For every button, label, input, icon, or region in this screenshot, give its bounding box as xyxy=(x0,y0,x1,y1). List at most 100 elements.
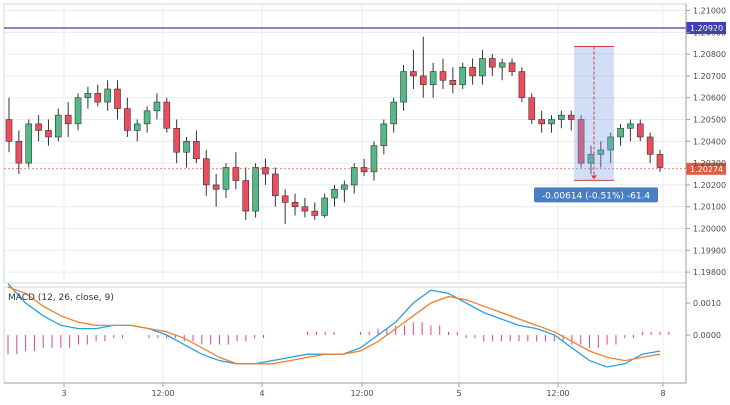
candle-body xyxy=(419,75,427,85)
candle-body xyxy=(222,167,230,190)
candle-body xyxy=(202,158,210,186)
candle-body xyxy=(370,145,378,173)
signal-line xyxy=(7,286,661,365)
measure-label: -0.00614 (-0.51%) -61.4 xyxy=(542,191,651,201)
candle-body xyxy=(291,202,299,208)
measure-arrow-head xyxy=(591,175,597,180)
candle-body xyxy=(173,127,180,153)
candle-body xyxy=(64,114,72,125)
last-price-label: 1.20274 xyxy=(690,165,723,174)
y-tick-label: 1.20700 xyxy=(693,72,726,81)
y-tick-label: 1.21000 xyxy=(693,7,726,16)
candle-body xyxy=(143,110,151,125)
macd-y-tick-label: 0.0010 xyxy=(693,299,721,308)
candle-body xyxy=(272,173,279,197)
candle-body xyxy=(656,154,664,168)
candle-body xyxy=(114,88,121,109)
y-tick-label: 1.20400 xyxy=(693,137,726,146)
candle-body xyxy=(242,180,250,212)
y-tick-label: 1.20100 xyxy=(693,203,726,212)
candle-body xyxy=(331,188,338,199)
x-tick-label: 5 xyxy=(456,389,461,398)
candle-body xyxy=(350,167,358,186)
candle-body xyxy=(617,127,624,138)
candle-body xyxy=(183,141,190,153)
candle-body xyxy=(104,88,111,103)
y-tick-label: 1.20300 xyxy=(693,159,726,168)
x-tick-label: 12:00 xyxy=(546,389,569,398)
candle-body xyxy=(360,167,368,173)
candle-body xyxy=(439,71,447,81)
candle-body xyxy=(153,101,161,112)
candle-body xyxy=(5,119,13,142)
candle-body xyxy=(469,66,476,77)
y-tick-label: 1.20600 xyxy=(693,94,726,103)
horizontal-line[interactable]: 1.20920 xyxy=(4,21,726,34)
y-tick-label: 1.20900 xyxy=(693,28,726,37)
y-tick-label: 1.20200 xyxy=(693,181,726,190)
candle-body xyxy=(45,130,52,138)
candle-body xyxy=(124,108,131,131)
candle-body xyxy=(646,136,654,155)
candle-body xyxy=(311,210,319,216)
candle-body xyxy=(252,167,259,212)
candle-body xyxy=(380,123,388,146)
candle-body xyxy=(390,101,397,125)
candle-body xyxy=(25,123,33,164)
candle-body xyxy=(15,141,23,164)
candle-body xyxy=(597,149,605,155)
candle-body xyxy=(232,167,240,181)
candle-body xyxy=(636,123,644,138)
candle-body xyxy=(538,119,545,125)
candle-body xyxy=(400,71,407,103)
candle-body xyxy=(489,58,496,68)
y-tick-label: 1.19900 xyxy=(693,246,726,255)
last-price-tag xyxy=(686,162,726,175)
y-tick-label: 1.20800 xyxy=(693,50,726,59)
time-axis[interactable]: 3 12:00 4 12:00 5 12:00 8 xyxy=(4,382,686,398)
candle-body xyxy=(74,97,82,125)
x-tick-label: 12:00 xyxy=(350,389,373,398)
candle-body xyxy=(35,123,42,131)
candle-body xyxy=(429,71,437,85)
y-tick-label: 1.19800 xyxy=(693,268,726,277)
measure-label-box xyxy=(534,187,658,203)
macd-title: MACD (12, 26, close, 9) xyxy=(8,293,114,303)
candle-body xyxy=(528,97,536,120)
candle-body xyxy=(193,141,200,160)
candle-body xyxy=(341,184,348,190)
x-tick-label: 12:00 xyxy=(151,389,174,398)
candle-body xyxy=(607,136,614,151)
candle-body xyxy=(301,206,309,212)
price-axis[interactable]: 1.21000 1.20900 1.20800 1.20700 1.20600 1.205… xyxy=(685,4,726,383)
candle-body xyxy=(548,119,555,125)
candle-body xyxy=(55,114,62,138)
candle-body xyxy=(498,62,506,68)
candle-body xyxy=(459,66,467,85)
measure-tool[interactable]: -0.00614 (-0.51%) -61.4 xyxy=(534,46,658,203)
candle-body xyxy=(84,93,92,99)
candle-body xyxy=(281,195,289,203)
x-tick-label: 4 xyxy=(259,389,264,398)
horizontal-line-label: 1.20920 xyxy=(690,24,723,33)
candle-body xyxy=(94,93,102,103)
candle-body xyxy=(508,62,516,72)
x-tick-label: 3 xyxy=(61,389,66,398)
macd-pane xyxy=(7,283,670,368)
candle-body xyxy=(577,119,585,164)
candle-body xyxy=(133,123,141,131)
candle-body xyxy=(163,101,171,129)
x-tick-label: 8 xyxy=(660,389,665,398)
y-tick-label: 1.20500 xyxy=(693,116,726,125)
candle-body xyxy=(321,197,328,216)
candle-body xyxy=(479,58,486,77)
candle-body xyxy=(410,71,417,77)
candle-body xyxy=(518,71,526,99)
macd-y-tick-label: 0.0000 xyxy=(693,331,721,340)
last-price-line: 1.20274 xyxy=(4,162,726,175)
horizontal-line-tag xyxy=(686,21,726,34)
candle-body xyxy=(449,79,457,85)
y-tick-label: 1.20000 xyxy=(693,225,726,234)
candle-body xyxy=(212,184,220,190)
